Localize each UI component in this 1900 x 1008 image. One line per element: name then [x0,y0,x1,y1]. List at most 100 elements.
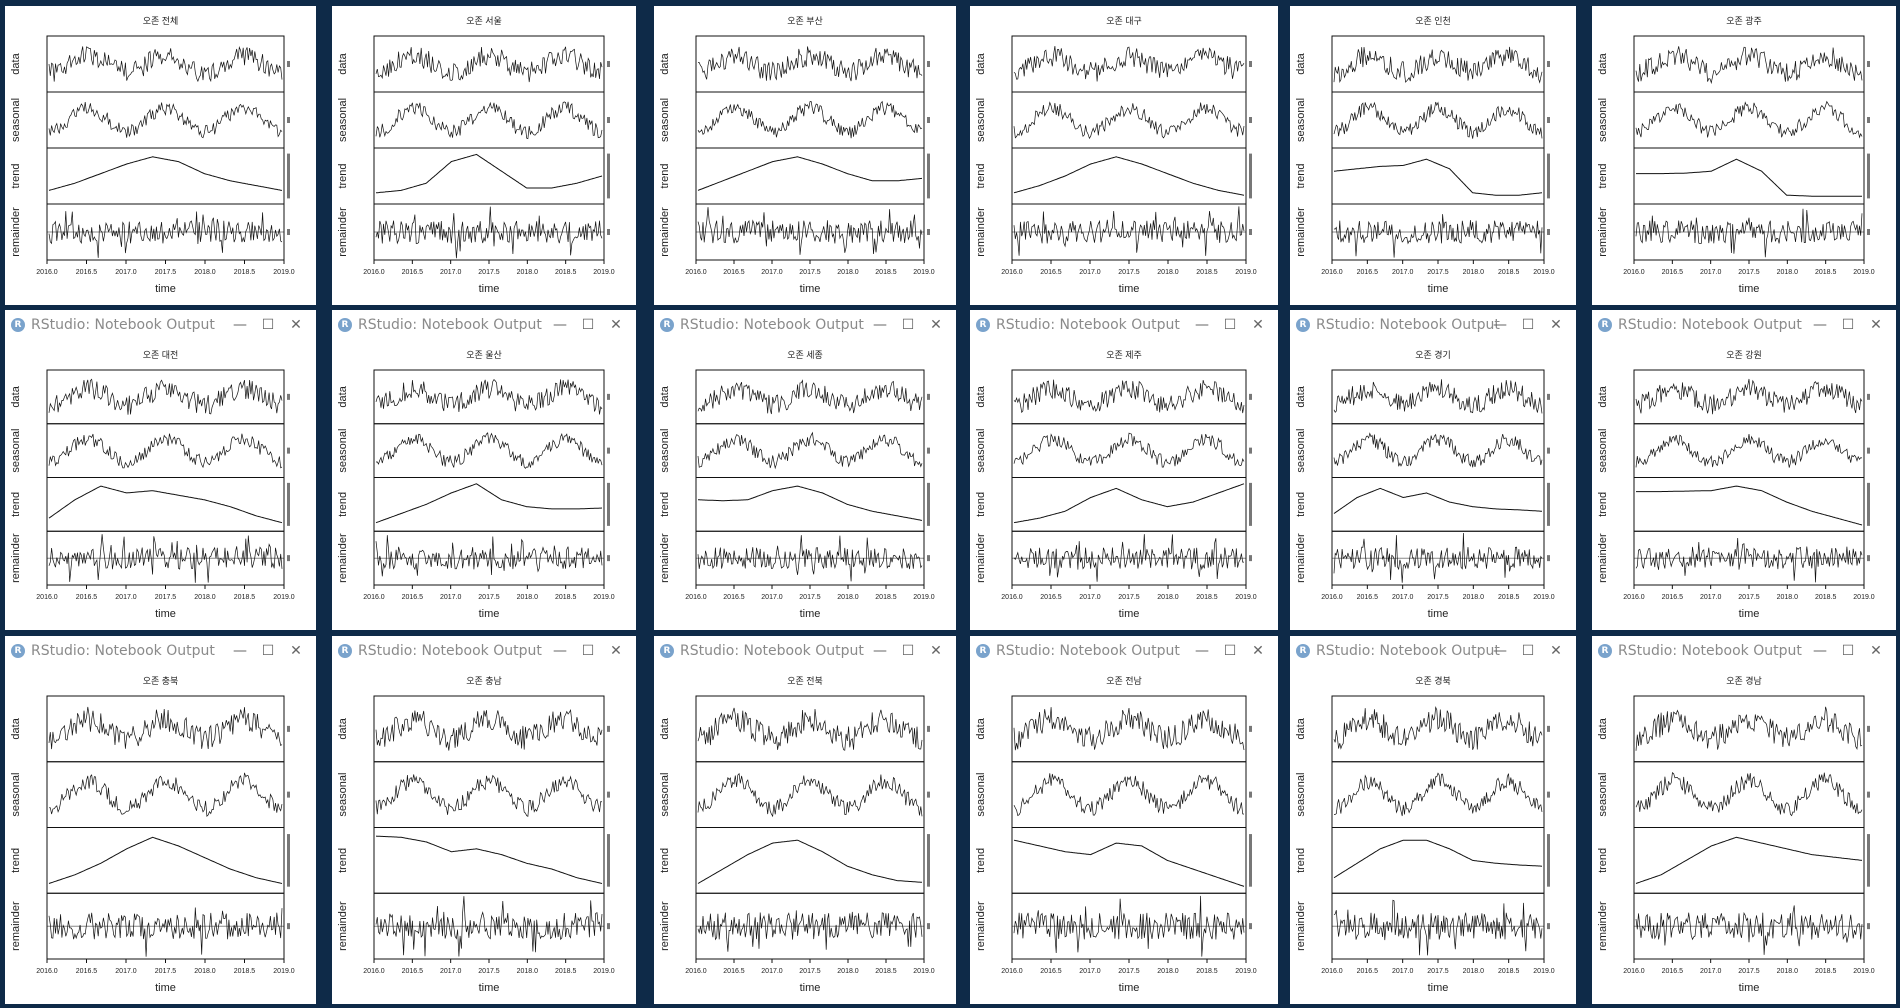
window-titlebar[interactable]: R RStudio: Notebook Output — ☐ ✕ [654,310,956,341]
notebook-output-window[interactable]: R RStudio: Notebook Output — ☐ ✕ 오존 울산 data sea… [332,310,636,630]
window-titlebar[interactable]: R RStudio: Notebook Output — ☐ ✕ [1592,636,1896,667]
panel-label: data [659,385,671,407]
notebook-output-window[interactable]: 오존 서울 data seasonal trend remainder 2016.0 201… [332,6,636,305]
remainder-series [375,896,603,957]
close-icon[interactable]: ✕ [1870,317,1882,333]
x-tick-label: 2017.5 [1427,269,1449,276]
panel-label: trend [1295,163,1307,188]
scale-bar [1547,117,1550,123]
data-series [1013,379,1245,414]
close-icon[interactable]: ✕ [290,317,302,333]
close-icon[interactable]: ✕ [1252,317,1264,333]
close-icon[interactable]: ✕ [610,317,622,333]
notebook-output-window[interactable]: 오존 인천 data seasonal trend remainder 2016.0 201… [1290,6,1576,305]
minimize-icon[interactable]: — [553,643,567,659]
panel-label: seasonal [975,98,987,142]
minimize-icon[interactable]: — [1195,643,1209,659]
minimize-icon[interactable]: — [1195,317,1209,333]
close-icon[interactable]: ✕ [1252,643,1264,659]
minimize-icon[interactable]: — [1493,317,1507,333]
notebook-output-window[interactable]: R RStudio: Notebook Output — ☐ ✕ 오존 충남 data sea… [332,636,636,1004]
trend-series [1333,839,1543,879]
window-title: RStudio: Notebook Output [996,317,1180,333]
notebook-output-window[interactable]: 오존 광주 data seasonal trend remainder 2016.0 201… [1592,6,1896,305]
maximize-icon[interactable]: ☐ [1223,317,1237,333]
close-icon[interactable]: ✕ [1870,643,1882,659]
maximize-icon[interactable]: ☐ [581,317,595,333]
close-icon[interactable]: ✕ [1550,317,1562,333]
panel-label: data [975,52,987,74]
notebook-output-window[interactable]: R RStudio: Notebook Output — ☐ ✕ 오존 제주 data sea… [970,310,1278,630]
panel-label: trend [10,163,22,188]
minimize-icon[interactable]: — [1493,643,1507,659]
notebook-output-window[interactable]: R RStudio: Notebook Output — ☐ ✕ 오존 전북 data sea… [654,636,956,1004]
maximize-icon[interactable]: ☐ [261,317,275,333]
window-titlebar[interactable]: R RStudio: Notebook Output — ☐ ✕ [970,310,1278,341]
notebook-output-window[interactable]: R RStudio: Notebook Output — ☐ ✕ 오존 충북 data sea… [5,636,316,1004]
x-axis-label: time [1739,608,1760,620]
x-axis-label: time [1119,608,1140,620]
window-titlebar[interactable]: R RStudio: Notebook Output — ☐ ✕ [970,636,1278,667]
x-tick-label: 2016.5 [76,968,98,975]
maximize-icon[interactable]: ☐ [1521,643,1535,659]
x-axis-label: time [479,283,500,295]
window-titlebar[interactable]: R RStudio: Notebook Output — ☐ ✕ [332,636,636,667]
maximize-icon[interactable]: ☐ [1223,643,1237,659]
minimize-icon[interactable]: — [1813,317,1827,333]
notebook-output-window[interactable]: 오존 전체 data seasonal trend remainder 2016.0 201… [5,6,316,305]
x-tick-label: 2016.5 [1662,269,1684,276]
notebook-output-window[interactable]: R RStudio: Notebook Output — ☐ ✕ 오존 경기 data sea… [1290,310,1576,630]
minimize-icon[interactable]: — [233,643,247,659]
notebook-output-window[interactable]: 오존 대구 data seasonal trend remainder 2016.0 201… [970,6,1278,305]
trend-series [698,485,923,521]
minimize-icon[interactable]: — [553,317,567,333]
minimize-icon[interactable]: — [873,317,887,333]
panel-frame [1331,423,1545,478]
notebook-output-window[interactable]: R RStudio: Notebook Output — ☐ ✕ 오존 경북 data sea… [1290,636,1576,1004]
window-titlebar[interactable]: R RStudio: Notebook Output — ☐ ✕ [1290,636,1576,667]
stl-plot-svg: 오존 전남 data seasonal trend remainder 2016.0 201… [975,676,1257,994]
minimize-icon[interactable]: — [873,643,887,659]
maximize-icon[interactable]: ☐ [1841,317,1855,333]
notebook-output-window[interactable]: R RStudio: Notebook Output — ☐ ✕ 오존 대전 data sea… [5,310,316,630]
minimize-icon[interactable]: — [233,317,247,333]
panel-label: remainder [975,901,987,951]
maximize-icon[interactable]: ☐ [901,317,915,333]
close-icon[interactable]: ✕ [930,317,942,333]
x-tick-label: 2016.5 [402,594,424,601]
notebook-output-window[interactable]: R RStudio: Notebook Output — ☐ ✕ 오존 강원 data sea… [1592,310,1896,630]
x-tick-label: 2017.0 [1392,594,1414,601]
window-title: RStudio: Notebook Output [1618,643,1802,659]
close-icon[interactable]: ✕ [610,643,622,659]
maximize-icon[interactable]: ☐ [261,643,275,659]
close-icon[interactable]: ✕ [1550,643,1562,659]
x-tick-label: 2017.0 [115,594,137,601]
data-series [1333,46,1543,84]
close-icon[interactable]: ✕ [290,643,302,659]
maximize-icon[interactable]: ☐ [1841,643,1855,659]
scale-bar [1249,482,1252,526]
maximize-icon[interactable]: ☐ [581,643,595,659]
maximize-icon[interactable]: ☐ [1521,317,1535,333]
window-titlebar[interactable]: R RStudio: Notebook Output — ☐ ✕ [1290,310,1576,341]
close-icon[interactable]: ✕ [930,643,942,659]
x-tick-label: 2017.5 [155,269,177,276]
minimize-icon[interactable]: — [1813,643,1827,659]
window-titlebar[interactable]: R RStudio: Notebook Output — ☐ ✕ [5,310,316,341]
remainder-series [1333,214,1543,258]
window-titlebar[interactable]: R RStudio: Notebook Output — ☐ ✕ [5,636,316,667]
panel-label: data [659,717,671,739]
notebook-output-window[interactable]: R RStudio: Notebook Output — ☐ ✕ 오존 전남 data sea… [970,636,1278,1004]
panel-label: remainder [1597,207,1609,257]
notebook-output-window[interactable]: R RStudio: Notebook Output — ☐ ✕ 오존 경남 data sea… [1592,636,1896,1004]
x-tick-label: 2018.0 [194,269,216,276]
notebook-output-window[interactable]: R RStudio: Notebook Output — ☐ ✕ 오존 세종 data sea… [654,310,956,630]
scale-bar [927,61,930,67]
maximize-icon[interactable]: ☐ [901,643,915,659]
window-titlebar[interactable]: R RStudio: Notebook Output — ☐ ✕ [332,310,636,341]
notebook-output-window[interactable]: 오존 부산 data seasonal trend remainder 2016.0 201… [654,6,956,305]
x-tick-label: 2017.5 [1738,269,1760,276]
window-titlebar[interactable]: R RStudio: Notebook Output — ☐ ✕ [654,636,956,667]
rstudio-icon: R [976,644,990,658]
window-titlebar[interactable]: R RStudio: Notebook Output — ☐ ✕ [1592,310,1896,341]
